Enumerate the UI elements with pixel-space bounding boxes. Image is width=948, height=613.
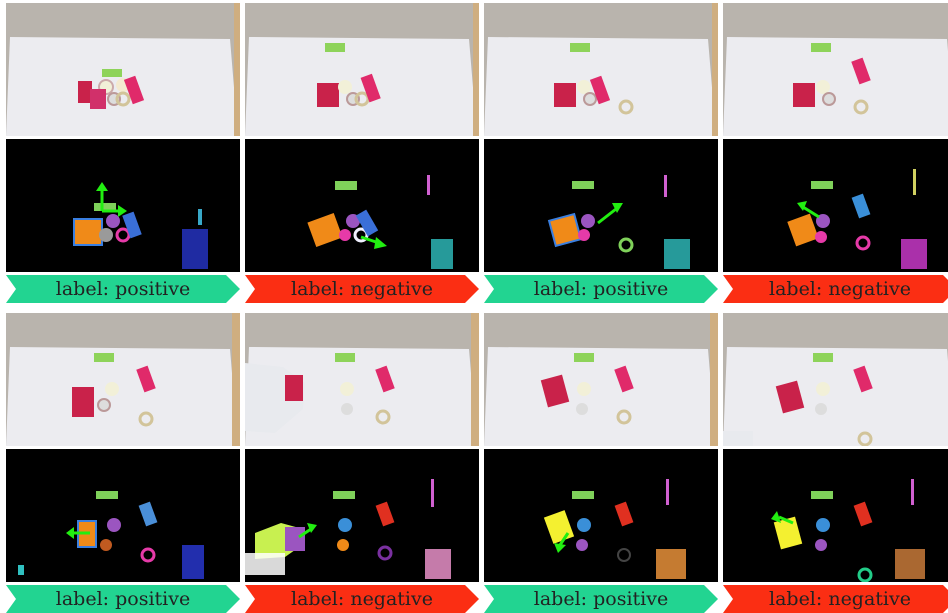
panel-5: label: positive (6, 313, 240, 613)
camera-image (6, 313, 240, 446)
camera-image (484, 3, 718, 136)
banner-arrow-shape (6, 585, 240, 613)
panel-4: label: negative (723, 3, 948, 303)
panel-1: label: positive (6, 3, 240, 303)
segmentation-image (723, 139, 948, 272)
camera-image (245, 3, 479, 136)
banner-arrow-shape (6, 275, 240, 303)
segmentation-image (723, 449, 948, 582)
label-text: label: negative (291, 588, 433, 610)
camera-image (6, 3, 240, 136)
panel-2: label: negative (245, 3, 479, 303)
panel-7: label: positive (484, 313, 718, 613)
label-text: label: positive (533, 588, 669, 610)
label-text: label: positive (55, 588, 191, 610)
segmentation-image (245, 139, 479, 272)
banner-arrow-shape (484, 275, 718, 303)
label-banner: label: positive (484, 585, 718, 613)
camera-image (484, 313, 718, 446)
banner-arrow-shape (245, 275, 479, 303)
label-banner: label: positive (6, 275, 240, 303)
banner-arrow-shape (723, 275, 948, 303)
segmentation-image (245, 449, 479, 582)
label-banner: label: negative (245, 585, 479, 613)
panel-3: label: positive (484, 3, 718, 303)
label-banner: label: positive (6, 585, 240, 613)
label-text: label: positive (55, 278, 191, 300)
segmentation-image (484, 449, 718, 582)
panel-6: label: negative (245, 313, 479, 613)
segmentation-image (484, 139, 718, 272)
label-text: label: positive (533, 278, 669, 300)
label-banner: label: negative (723, 275, 948, 303)
banner-arrow-shape (723, 585, 948, 613)
label-banner: label: negative (723, 585, 948, 613)
segmentation-image (6, 139, 240, 272)
camera-image (245, 313, 479, 446)
camera-image (723, 313, 948, 446)
label-banner: label: negative (245, 275, 479, 303)
label-banner: label: positive (484, 275, 718, 303)
banner-arrow-shape (245, 585, 479, 613)
label-text: label: negative (769, 588, 911, 610)
label-text: label: negative (291, 278, 433, 300)
label-text: label: negative (769, 278, 911, 300)
camera-image (723, 3, 948, 136)
panel-8: label: negative (723, 313, 948, 613)
segmentation-image (6, 449, 240, 582)
banner-arrow-shape (484, 585, 718, 613)
